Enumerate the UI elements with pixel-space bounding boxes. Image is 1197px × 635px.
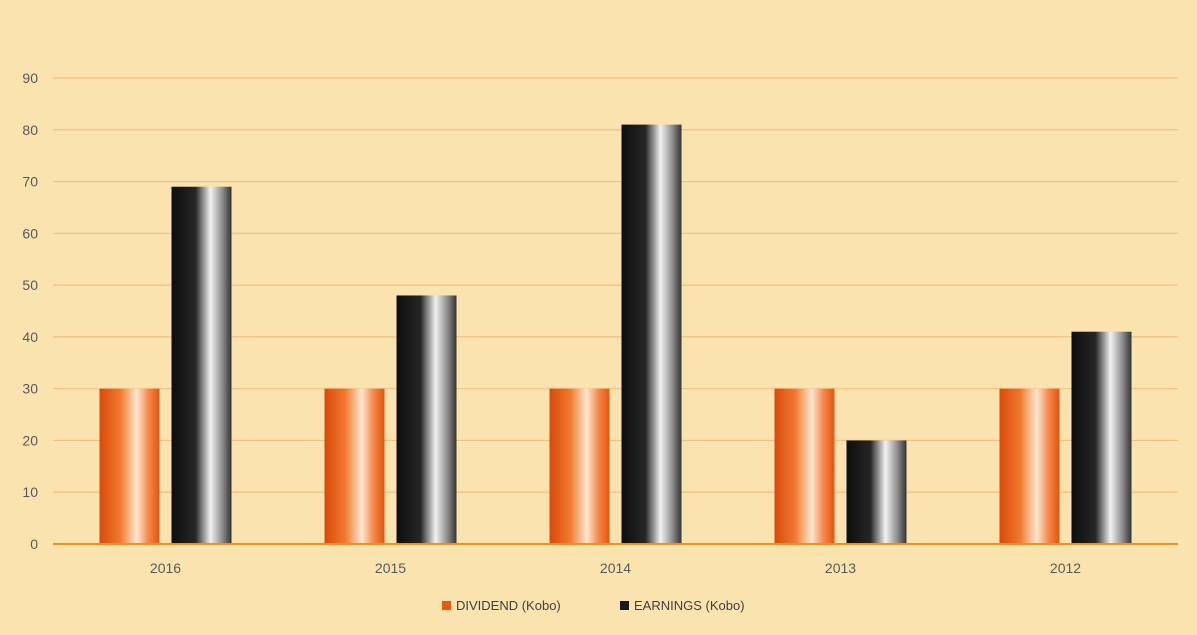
x-tick-label: 2014	[600, 560, 631, 576]
gridlines	[53, 77, 1178, 493]
dividend-bar	[99, 388, 160, 544]
y-tick-label: 80	[22, 122, 38, 138]
earnings-bar	[1071, 331, 1132, 544]
x-axis-ticks: 2016 2015 2014 2013 2012	[150, 560, 1081, 576]
earnings-bar	[396, 295, 457, 544]
earnings-legend-label: EARNINGS (Kobo)	[634, 598, 745, 613]
y-tick-label: 90	[22, 70, 38, 86]
legend: DIVIDEND (Kobo) EARNINGS (Kobo)	[442, 598, 745, 613]
x-tick-label: 2015	[375, 560, 406, 576]
y-tick-label: 20	[22, 432, 38, 448]
dividend-legend-swatch	[442, 601, 451, 610]
y-tick-label: 10	[22, 484, 38, 500]
x-tick-label: 2012	[1050, 560, 1081, 576]
y-tick-label: 0	[30, 536, 38, 552]
earnings-bar	[846, 440, 907, 544]
dividend-legend-label: DIVIDEND (Kobo)	[456, 598, 561, 613]
bars	[99, 124, 1132, 544]
y-tick-label: 40	[22, 329, 38, 345]
x-tick-label: 2013	[825, 560, 856, 576]
dividend-bar	[324, 388, 385, 544]
dividend-bar	[549, 388, 610, 544]
y-tick-label: 60	[22, 225, 38, 241]
earnings-bar	[621, 124, 682, 544]
x-tick-label: 2016	[150, 560, 181, 576]
dividend-bar	[774, 388, 835, 544]
y-tick-label: 70	[22, 174, 38, 190]
y-axis-ticks: 0 10 20 30 40 50 60 70 80 90	[22, 70, 38, 552]
y-tick-label: 30	[22, 381, 38, 397]
y-tick-label: 50	[22, 277, 38, 293]
dividend-bar	[999, 388, 1060, 544]
earnings-legend-swatch	[620, 601, 629, 610]
earnings-bar	[171, 186, 232, 544]
